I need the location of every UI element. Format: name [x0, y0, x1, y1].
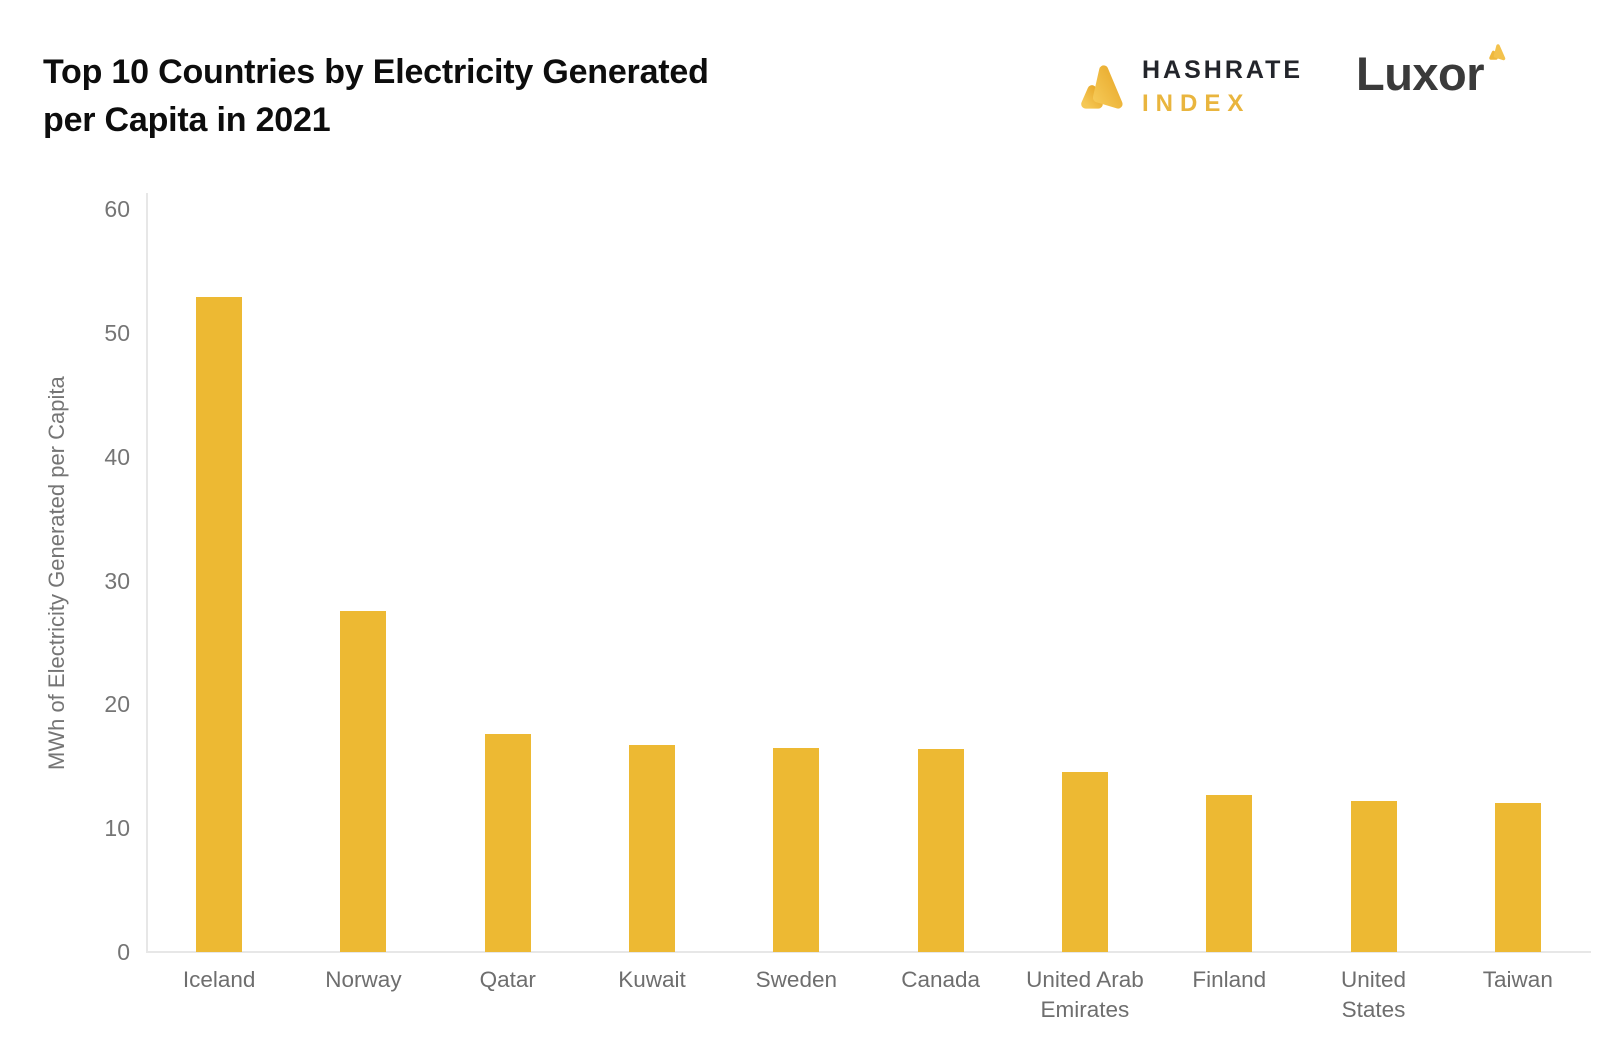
bar-taiwan — [1494, 803, 1541, 952]
x-tick-label: Canada — [901, 967, 981, 992]
page-title-line2: per Capita in 2021 — [43, 101, 331, 139]
bar-united-arab-emirates — [1061, 772, 1108, 952]
x-tick-label: Iceland — [182, 967, 256, 992]
bar-united-states — [1350, 800, 1397, 952]
bar-slot — [724, 209, 868, 952]
y-tick-label: 30 — [104, 567, 130, 594]
x-tick-label: Taiwan — [1482, 967, 1553, 992]
luxor-wordmark: Luxor — [1356, 47, 1485, 100]
hashrate-logo-word: HASHRATE — [1142, 56, 1304, 84]
x-tick-label: United Arab Emirates — [1026, 967, 1144, 1022]
y-tick-label: 60 — [104, 196, 130, 222]
hashrate-index-logo-icon — [1074, 58, 1128, 116]
bar-slot — [1301, 209, 1445, 952]
bar-slot — [868, 209, 1012, 952]
bar-norway — [340, 611, 387, 952]
bar-qatar — [484, 734, 531, 952]
y-axis-line — [146, 193, 148, 952]
x-tick-label: United States — [1341, 967, 1407, 1022]
bar-slot — [436, 209, 580, 952]
x-tick-label: Norway — [325, 967, 402, 992]
bar-slot — [1157, 209, 1301, 952]
x-tick-label: Finland — [1192, 967, 1267, 992]
x-axis-line — [146, 951, 1591, 953]
y-tick-label: 50 — [104, 319, 130, 346]
bar-finland — [1206, 794, 1253, 952]
bar-canada — [917, 748, 964, 952]
bar-sweden — [773, 747, 820, 952]
luxor-logo: Luxor — [1356, 42, 1506, 106]
x-tick-label: Qatar — [479, 967, 536, 992]
bar-plot-area — [147, 209, 1590, 952]
y-tick-label: 0 — [117, 939, 130, 965]
bar-iceland — [196, 296, 243, 952]
y-axis: 0 10 20 30 40 50 60 — [38, 0, 130, 1042]
y-tick-label: 40 — [104, 443, 130, 470]
bar-slot — [1446, 209, 1590, 952]
index-logo-word: INDEX — [1142, 90, 1251, 117]
luxor-logo-icon — [1486, 42, 1510, 69]
bar-slot — [147, 209, 291, 952]
y-tick-label: 10 — [104, 815, 130, 842]
bar-slot — [580, 209, 724, 952]
bar-slot — [291, 209, 435, 952]
x-tick-label: Kuwait — [618, 967, 686, 992]
page-title-line1: Top 10 Countries by Electricity Generate… — [43, 53, 709, 91]
y-tick-label: 20 — [104, 691, 130, 718]
x-axis: Iceland Norway Qatar Kuwait Sweden Canada Unit… — [147, 965, 1590, 1025]
bar-kuwait — [629, 745, 676, 952]
hashrate-index-logo: HASHRATE INDEX — [1074, 56, 1303, 118]
bar-slot — [1013, 209, 1157, 952]
x-tick-label: Sweden — [755, 967, 837, 992]
hashrate-index-logo-text: HASHRATE INDEX — [1142, 56, 1303, 118]
page-title: Top 10 Countries by Electricity Generate… — [43, 48, 709, 144]
